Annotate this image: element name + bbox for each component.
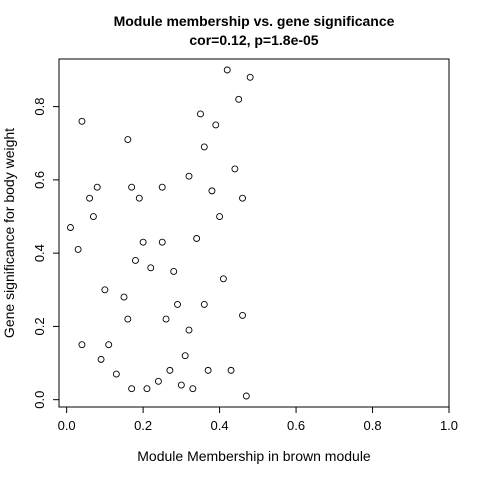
data-point xyxy=(74,246,82,253)
data-point xyxy=(177,381,185,389)
y-tick-label: 0.6 xyxy=(32,171,47,189)
x-tick-label: 0.8 xyxy=(363,418,381,433)
plot-frame xyxy=(58,58,450,408)
data-point xyxy=(200,143,208,151)
data-point xyxy=(97,355,105,363)
data-point xyxy=(158,238,166,246)
data-point xyxy=(242,392,250,400)
x-axis-label: Module Membership in brown module xyxy=(137,448,371,464)
data-point xyxy=(135,194,143,202)
data-point xyxy=(246,73,254,81)
data-point xyxy=(124,136,132,144)
data-point xyxy=(208,187,216,195)
data-point xyxy=(185,326,193,334)
data-point xyxy=(124,315,132,323)
x-tick-label: 0.6 xyxy=(287,418,305,433)
data-point xyxy=(219,275,227,283)
data-point xyxy=(189,385,197,393)
y-axis-label: Gene significance for body weight xyxy=(1,128,17,338)
data-point xyxy=(170,268,178,275)
data-point xyxy=(86,194,94,202)
data-point xyxy=(239,194,246,202)
data-point xyxy=(162,315,170,323)
data-point xyxy=(235,95,243,103)
y-tick-label: 0.4 xyxy=(32,244,47,262)
data-point xyxy=(93,183,101,191)
data-point xyxy=(112,370,120,378)
data-point xyxy=(166,366,174,374)
data-point xyxy=(212,121,220,129)
y-tick-label: 0.8 xyxy=(32,98,47,116)
data-point xyxy=(105,341,113,349)
x-tick-label: 0.4 xyxy=(211,418,229,433)
data-point xyxy=(223,66,231,74)
data-point xyxy=(120,293,128,301)
data-point xyxy=(185,172,193,180)
data-point xyxy=(67,224,74,231)
data-point xyxy=(89,213,97,220)
data-point xyxy=(147,264,155,272)
data-point xyxy=(200,300,208,308)
y-tick-label: 0.0 xyxy=(32,391,47,409)
data-point xyxy=(174,300,181,308)
data-point xyxy=(193,235,201,242)
data-point xyxy=(139,238,147,246)
data-point xyxy=(78,341,86,349)
data-point xyxy=(181,352,189,360)
data-point xyxy=(128,183,136,191)
data-point xyxy=(128,385,136,393)
x-axis: 0.0 0.2 0.4 0.6 0.8 1.0 xyxy=(58,406,458,433)
data-point xyxy=(204,366,212,374)
data-point xyxy=(231,165,239,173)
x-tick-label: 0.2 xyxy=(134,418,152,433)
chart-subtitle: cor=0.12, p=1.8e-05 xyxy=(189,32,318,48)
x-tick-label: 0.0 xyxy=(58,418,76,433)
data-points xyxy=(67,66,254,400)
x-tick-label: 1.0 xyxy=(440,418,458,433)
data-point xyxy=(239,311,246,319)
data-point xyxy=(101,286,109,294)
y-axis: 0.0 0.2 0.4 0.6 0.8 xyxy=(32,98,60,409)
data-point xyxy=(154,377,162,385)
chart-title: Module membership vs. gene significance xyxy=(114,13,395,29)
data-point xyxy=(197,110,204,118)
data-point xyxy=(78,117,86,125)
data-point xyxy=(132,257,139,264)
data-point xyxy=(158,183,166,191)
data-point xyxy=(216,213,224,220)
y-tick-label: 0.2 xyxy=(32,317,47,335)
data-point xyxy=(143,385,151,393)
data-point xyxy=(227,366,235,374)
